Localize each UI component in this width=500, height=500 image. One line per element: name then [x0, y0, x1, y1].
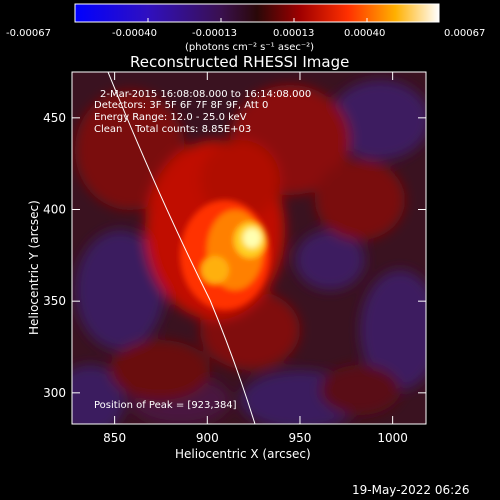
plot-frame [71, 71, 427, 425]
solar-limb-line [107, 72, 256, 424]
time-range-text: 2-Mar-2015 16:08:08.000 to 16:14:08.000 [100, 89, 311, 100]
clean-counts-text: Clean Total counts: 8.85E+03 [94, 124, 251, 135]
x-tick-label: 850 [103, 431, 126, 445]
plot-title: Reconstructed RHESSI Image [130, 53, 349, 71]
energy-range-text: Energy Range: 12.0 - 25.0 keV [94, 112, 247, 123]
colorbar-unit-label: (photons cm⁻² s⁻¹ asec⁻²) [185, 42, 314, 53]
y-axis-label: Heliocentric Y (arcsec) [27, 200, 41, 335]
x-axis-ticks: 850 900 950 1000 [103, 72, 408, 445]
solar-image [72, 72, 426, 424]
annotation-block: 2-Mar-2015 16:08:08.000 to 16:14:08.000 … [94, 89, 311, 411]
colorbar-tick-label: -0.00067 [6, 28, 51, 39]
colorbar-ticks [74, 18, 440, 22]
y-tick-label: 350 [43, 294, 66, 308]
peak-position-text: Position of Peak = [923,384] [94, 400, 237, 411]
x-tick-label: 1000 [377, 431, 408, 445]
colorbar [74, 3, 440, 23]
y-tick-label: 300 [43, 386, 66, 400]
y-axis-ticks: 450 400 350 300 [43, 111, 426, 400]
timestamp: 19-May-2022 06:26 [352, 483, 469, 497]
colorbar-tick-label: -0.00013 [192, 28, 237, 39]
y-tick-label: 400 [43, 203, 66, 217]
colorbar-tick-labels: -0.00067 -0.00040 -0.00013 0.00013 0.000… [6, 28, 485, 39]
detectors-text: Detectors: 3F 5F 6F 7F 8F 9F, Att 0 [94, 100, 268, 111]
x-axis-label: Heliocentric X (arcsec) [175, 447, 311, 461]
colorbar-tick-label: 0.00067 [444, 28, 485, 39]
colorbar-tick-label: 0.00013 [273, 28, 314, 39]
x-tick-label: 900 [196, 431, 219, 445]
y-tick-label: 450 [43, 111, 66, 125]
x-tick-label: 950 [289, 431, 312, 445]
colorbar-tick-label: -0.00040 [112, 28, 157, 39]
colorbar-tick-label: 0.00040 [344, 28, 385, 39]
